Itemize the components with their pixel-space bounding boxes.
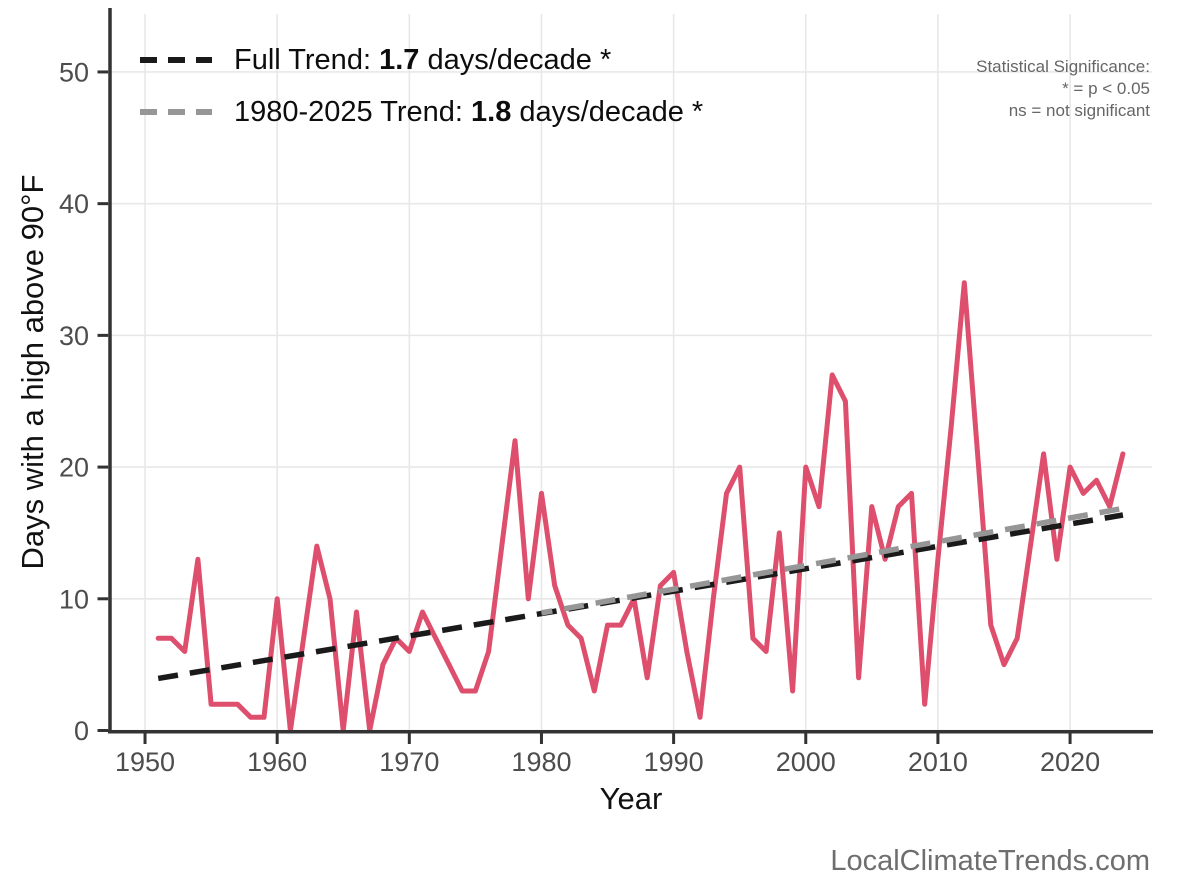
legend-recent-trend-value: 1.8 xyxy=(471,95,512,128)
full-trend-dash-icon xyxy=(140,57,212,63)
chart-legend: Full Trend: 1.7 days/decade * 1980-2025 … xyxy=(140,34,703,138)
legend-recent-trend-prefix: 1980-2025 Trend: xyxy=(234,95,472,128)
x-tick-label: 2010 xyxy=(908,747,968,777)
y-axis-title: Days with a high above 90°F xyxy=(15,174,50,570)
y-tick-label: 30 xyxy=(59,321,89,351)
legend-item-recent-trend: 1980-2025 Trend: 1.8 days/decade * xyxy=(140,86,703,138)
x-tick-label: 1960 xyxy=(247,747,307,777)
watermark: LocalClimateTrends.com xyxy=(830,845,1150,877)
y-tick-label: 40 xyxy=(59,189,89,219)
y-tick-label: 0 xyxy=(74,716,89,746)
legend-full-trend-suffix: days/decade * xyxy=(419,43,612,76)
x-axis-title: Year xyxy=(599,781,663,816)
significance-alpha: * = p < 0.05 xyxy=(1062,79,1150,98)
x-tick-label: 1970 xyxy=(379,747,439,777)
x-tick-label: 1980 xyxy=(511,747,571,777)
legend-recent-trend-text: 1980-2025 Trend: 1.8 days/decade * xyxy=(234,96,703,129)
trend-line-recent xyxy=(540,504,1131,616)
x-tick-label: 1990 xyxy=(644,747,704,777)
legend-full-trend-text: Full Trend: 1.7 days/decade * xyxy=(234,44,611,77)
x-tick-label: 2020 xyxy=(1040,747,1100,777)
significance-note: Statistical Significance: * = p < 0.05 n… xyxy=(976,56,1150,122)
legend-recent-trend-suffix: days/decade * xyxy=(511,95,704,128)
x-tick-label: 2000 xyxy=(776,747,836,777)
significance-ns: ns = not significant xyxy=(1008,101,1150,120)
x-tick-label: 1950 xyxy=(115,747,175,777)
y-tick-label: 10 xyxy=(59,584,89,614)
y-tick-label: 20 xyxy=(59,453,89,483)
significance-title: Statistical Significance: xyxy=(976,57,1150,76)
recent-trend-dash-icon xyxy=(140,109,212,115)
data-line-days-above-90 xyxy=(155,280,1126,733)
y-tick-label: 50 xyxy=(59,57,89,87)
legend-full-trend-prefix: Full Trend: xyxy=(234,43,380,76)
legend-item-full-trend: Full Trend: 1.7 days/decade * xyxy=(140,34,703,86)
legend-full-trend-value: 1.7 xyxy=(379,43,420,76)
